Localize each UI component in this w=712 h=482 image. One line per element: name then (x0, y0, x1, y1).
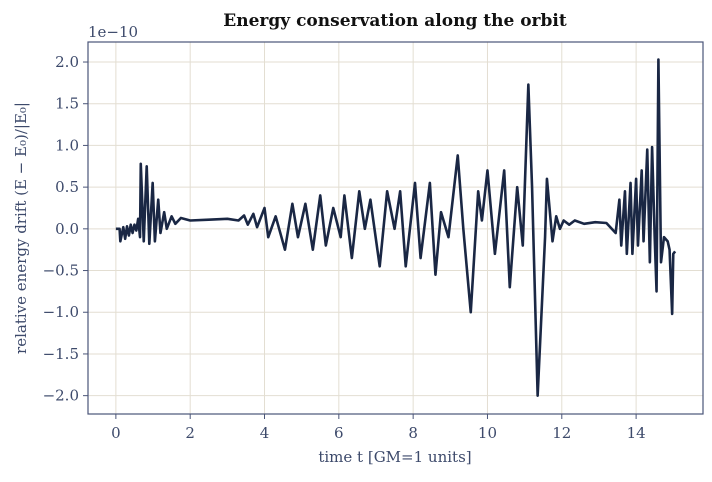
y-axis-label: relative energy drift (E − E₀)/|E₀| (12, 102, 30, 354)
y-tick-label: 2.0 (55, 53, 79, 71)
x-tick-label: 10 (478, 424, 497, 442)
x-tick-label: 12 (552, 424, 571, 442)
y-tick-label: 0.0 (55, 220, 79, 238)
offset-text: 1e−10 (88, 23, 138, 41)
y-tick-label: 0.5 (55, 178, 79, 196)
y-tick-label: −0.5 (43, 262, 79, 280)
y-tick-label: −1.5 (43, 345, 79, 363)
plot-frame (87, 41, 704, 415)
x-tick-label: 14 (627, 424, 646, 442)
y-tick-label: 1.5 (55, 95, 79, 113)
y-tick-label: −2.0 (43, 387, 79, 405)
chart-title: Energy conservation along the orbit (223, 11, 567, 31)
x-tick-label: 0 (111, 424, 121, 442)
y-tick-label: 1.0 (55, 136, 79, 154)
x-tick-label: 2 (185, 424, 195, 442)
x-tick-label: 8 (408, 424, 418, 442)
x-axis-label: time t [GM=1 units] (318, 448, 471, 466)
y-tick-label: −1.0 (43, 303, 79, 321)
x-tick-label: 4 (260, 424, 270, 442)
x-tick-label: 6 (334, 424, 344, 442)
data-line (115, 58, 677, 397)
